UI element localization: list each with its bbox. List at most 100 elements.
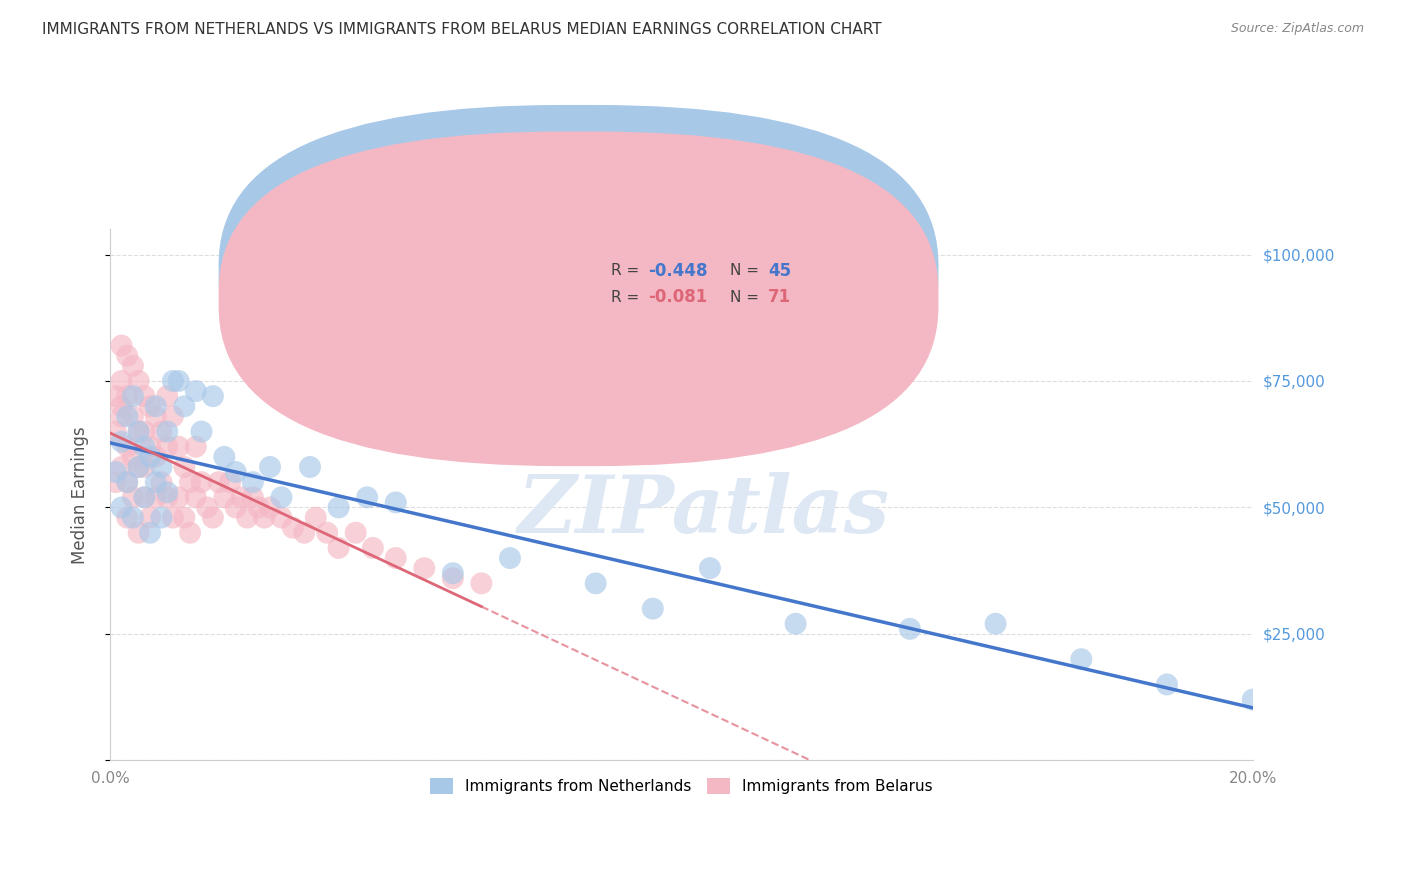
- FancyBboxPatch shape: [538, 253, 870, 327]
- Point: [122, 450, 145, 464]
- Point: [281, 521, 304, 535]
- Point: [259, 460, 281, 475]
- Point: [1156, 677, 1178, 691]
- Text: IMMIGRANTS FROM NETHERLANDS VS IMMIGRANTS FROM BELARUS MEDIAN EARNINGS CORRELATI: IMMIGRANTS FROM NETHERLANDS VS IMMIGRANT…: [42, 22, 882, 37]
- Point: [156, 389, 179, 403]
- Point: [361, 541, 384, 555]
- Point: [292, 525, 315, 540]
- Text: 71: 71: [768, 288, 792, 306]
- Point: [316, 525, 339, 540]
- Point: [122, 491, 145, 505]
- Point: [167, 440, 190, 454]
- Point: [115, 440, 138, 454]
- Point: [156, 425, 179, 439]
- Point: [128, 425, 150, 439]
- Point: [214, 491, 236, 505]
- Point: [104, 389, 127, 403]
- Point: [259, 500, 281, 515]
- Point: [184, 491, 207, 505]
- Point: [190, 475, 212, 490]
- Point: [128, 425, 150, 439]
- Point: [150, 475, 173, 490]
- Point: [150, 460, 173, 475]
- Point: [162, 510, 184, 524]
- Point: [184, 384, 207, 398]
- Text: -0.448: -0.448: [648, 261, 707, 280]
- Point: [225, 500, 247, 515]
- Text: R =: R =: [610, 263, 644, 278]
- Point: [225, 465, 247, 479]
- Point: [134, 491, 156, 505]
- Point: [173, 510, 195, 524]
- Point: [110, 409, 132, 424]
- Point: [145, 475, 167, 490]
- Point: [139, 510, 162, 524]
- Point: [128, 374, 150, 388]
- Point: [214, 450, 236, 464]
- Point: [134, 460, 156, 475]
- Point: [236, 510, 259, 524]
- Point: [110, 399, 132, 413]
- Point: [1241, 692, 1264, 706]
- Point: [356, 491, 378, 505]
- Point: [162, 374, 184, 388]
- Text: ZIPatlas: ZIPatlas: [519, 472, 890, 549]
- Point: [139, 450, 162, 464]
- Point: [134, 491, 156, 505]
- Point: [242, 491, 264, 505]
- Point: [384, 551, 406, 566]
- Text: -0.081: -0.081: [648, 288, 707, 306]
- Point: [128, 460, 150, 475]
- Point: [145, 409, 167, 424]
- Point: [173, 399, 195, 413]
- Point: [128, 525, 150, 540]
- Point: [110, 434, 132, 449]
- Point: [162, 409, 184, 424]
- Point: [413, 561, 436, 575]
- Point: [328, 541, 350, 555]
- Point: [231, 491, 253, 505]
- Point: [179, 525, 201, 540]
- Point: [219, 475, 242, 490]
- Point: [156, 485, 179, 500]
- Point: [134, 389, 156, 403]
- Point: [195, 500, 218, 515]
- Point: [201, 510, 224, 524]
- Point: [167, 374, 190, 388]
- Point: [156, 440, 179, 454]
- Point: [122, 409, 145, 424]
- Point: [110, 338, 132, 352]
- Point: [115, 349, 138, 363]
- Point: [139, 525, 162, 540]
- Point: [122, 510, 145, 524]
- Point: [115, 475, 138, 490]
- Point: [585, 576, 607, 591]
- Point: [145, 491, 167, 505]
- Point: [115, 510, 138, 524]
- Point: [207, 475, 229, 490]
- Point: [128, 460, 150, 475]
- Point: [104, 425, 127, 439]
- Point: [201, 389, 224, 403]
- Point: [184, 440, 207, 454]
- Point: [122, 359, 145, 373]
- Point: [499, 551, 522, 566]
- FancyBboxPatch shape: [218, 131, 938, 467]
- Point: [110, 500, 132, 515]
- Point: [641, 601, 664, 615]
- Point: [470, 576, 492, 591]
- Point: [328, 500, 350, 515]
- Point: [145, 450, 167, 464]
- Point: [1070, 652, 1092, 666]
- Point: [150, 425, 173, 439]
- Point: [134, 440, 156, 454]
- FancyBboxPatch shape: [218, 105, 938, 440]
- Legend: Immigrants from Netherlands, Immigrants from Belarus: Immigrants from Netherlands, Immigrants …: [425, 772, 939, 800]
- Point: [115, 409, 138, 424]
- Point: [122, 389, 145, 403]
- Point: [785, 616, 807, 631]
- Point: [134, 425, 156, 439]
- Point: [104, 465, 127, 479]
- Point: [156, 491, 179, 505]
- Point: [179, 475, 201, 490]
